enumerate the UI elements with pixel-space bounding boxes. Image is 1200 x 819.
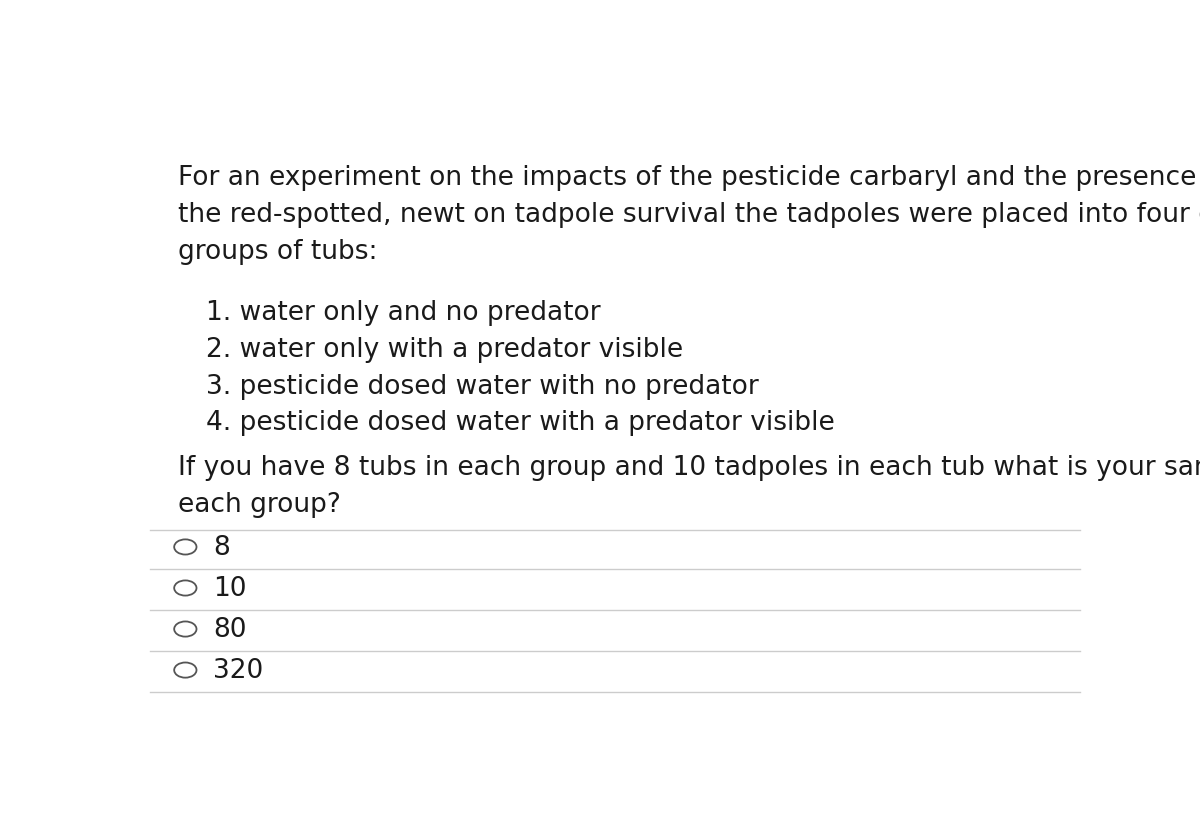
Text: 80: 80 (214, 616, 247, 642)
Text: If you have 8 tubs in each group and 10 tadpoles in each tub what is your sample: If you have 8 tubs in each group and 10 … (178, 455, 1200, 518)
Text: 4. pesticide dosed water with a predator visible: 4. pesticide dosed water with a predator… (206, 410, 834, 436)
Text: 1. water only and no predator: 1. water only and no predator (206, 300, 600, 326)
Text: 3. pesticide dosed water with no predator: 3. pesticide dosed water with no predato… (206, 373, 758, 399)
Text: For an experiment on the impacts of the pesticide carbaryl and the presence of a: For an experiment on the impacts of the … (178, 165, 1200, 265)
Text: 320: 320 (214, 658, 264, 683)
Text: 2. water only with a predator visible: 2. water only with a predator visible (206, 337, 683, 363)
Text: 10: 10 (214, 575, 247, 601)
Text: 8: 8 (214, 534, 230, 560)
